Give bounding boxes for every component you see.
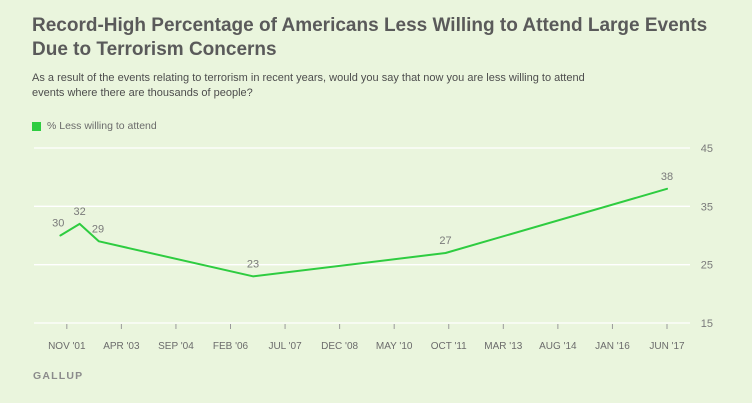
x-tick-label: APR '03 xyxy=(103,341,140,352)
data-label: 32 xyxy=(74,206,86,218)
data-label: 29 xyxy=(92,223,104,235)
y-tick-label: 25 xyxy=(701,260,713,272)
x-tick-label: JAN '16 xyxy=(595,341,630,352)
chart-subtitle: As a result of the events relating to te… xyxy=(32,72,585,99)
x-tick-label: SEP '04 xyxy=(158,341,194,352)
chart-title: Record-High Percentage of Americans Less… xyxy=(32,15,708,60)
x-tick-label: AUG '14 xyxy=(539,341,577,352)
series-line xyxy=(59,187,668,278)
y-tick-label: 15 xyxy=(701,318,713,330)
x-tick-label: JUL '07 xyxy=(268,341,302,352)
x-tick-label: JUN '17 xyxy=(649,341,685,352)
x-tick-label: MAY '10 xyxy=(376,341,413,352)
data-label: 23 xyxy=(247,258,259,270)
x-tick-label: DEC '08 xyxy=(321,341,358,352)
legend-swatch xyxy=(32,121,41,131)
y-tick-label: 35 xyxy=(701,201,713,213)
legend-label: % Less willing to attend xyxy=(47,120,157,132)
x-tick-label: FEB '06 xyxy=(213,341,249,352)
data-label: 27 xyxy=(439,235,451,247)
source-logo: GALLUP xyxy=(33,370,84,382)
x-tick-label: NOV '01 xyxy=(48,341,86,352)
x-tick-label: OCT '11 xyxy=(431,341,467,352)
x-tick-label: MAR '13 xyxy=(484,341,522,352)
data-label: 30 xyxy=(52,218,64,230)
legend: % Less willing to attend xyxy=(32,120,157,132)
data-label: 38 xyxy=(661,171,673,183)
y-tick-label: 45 xyxy=(701,143,713,155)
